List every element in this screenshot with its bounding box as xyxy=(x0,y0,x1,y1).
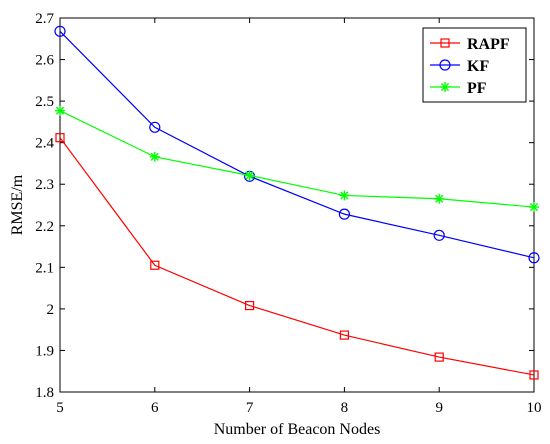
data-point-kf xyxy=(528,252,540,264)
y-tick-label: 1.9 xyxy=(35,343,54,359)
legend-label-kf: KF xyxy=(467,58,489,75)
y-tick-label: 2.6 xyxy=(35,53,54,69)
legend-label-rapf: RAPF xyxy=(467,36,510,53)
data-point-pf-stroke xyxy=(150,152,159,161)
data-point-pf-stroke xyxy=(245,171,254,180)
y-tick-label: 2.7 xyxy=(35,11,54,27)
data-point-rapf xyxy=(434,352,444,362)
x-tick-label: 9 xyxy=(435,400,443,416)
legend-marker-kf xyxy=(439,59,451,71)
y-tick-label: 2 xyxy=(47,302,55,318)
series-rapf xyxy=(55,133,539,380)
data-point-pf xyxy=(149,151,160,162)
series-pf xyxy=(55,105,539,213)
legend-marker-pf xyxy=(440,82,450,92)
axis-ticks: 5 6 7 8 9 10 1.8 1.9 2 2.1 2.2 2.3 2.4 2.5 2.6 2.7 xyxy=(35,11,541,416)
data-point-pf-stroke xyxy=(340,191,349,200)
data-point-pf-stroke xyxy=(529,202,539,212)
data-point-kf xyxy=(338,208,350,220)
legend-item-pf: PF xyxy=(430,80,487,97)
data-point-pf xyxy=(529,202,539,213)
data-point-rapf xyxy=(339,330,349,340)
y-axis-label: RMSE/m xyxy=(9,174,26,235)
x-tick-label: 5 xyxy=(56,400,64,416)
y-tick-label: 2.5 xyxy=(35,94,54,110)
data-point-kf xyxy=(433,229,445,241)
legend-item-rapf: RAPF xyxy=(430,36,510,53)
x-tick-label: 6 xyxy=(151,400,159,416)
x-tick-label: 7 xyxy=(246,400,254,416)
legend: RAPF KF PF xyxy=(422,27,527,103)
legend-marker-rapf xyxy=(440,38,450,48)
data-point-pf xyxy=(434,193,445,204)
series-layer xyxy=(54,25,540,380)
legend-item-kf: KF xyxy=(430,58,489,75)
legend-label-pf: PF xyxy=(467,80,487,97)
series-line-rapf xyxy=(59,137,535,376)
y-tick-label: 1.8 xyxy=(35,385,54,401)
x-axis-label: Number of Beacon Nodes xyxy=(214,421,381,438)
data-point-rapf xyxy=(245,300,255,311)
y-tick-label: 2.1 xyxy=(35,260,54,276)
x-tick-label: 10 xyxy=(527,400,542,416)
data-point-pf-stroke xyxy=(435,194,444,203)
data-point-kf xyxy=(149,121,161,133)
data-point-pf xyxy=(244,170,255,181)
x-tick-label: 8 xyxy=(341,400,349,416)
legend-marker-pf-stroke xyxy=(440,82,450,92)
data-point-rapf xyxy=(55,133,65,143)
data-point-pf-stroke xyxy=(55,106,65,115)
series-line-kf xyxy=(59,30,535,259)
series-line-pf xyxy=(59,110,535,208)
data-point-rapf xyxy=(529,370,539,380)
data-point-pf xyxy=(339,190,350,201)
data-point-pf xyxy=(55,105,65,116)
data-point-kf xyxy=(54,25,66,37)
y-tick-label: 2.4 xyxy=(35,136,54,152)
y-tick-label: 2.2 xyxy=(35,219,54,235)
data-point-rapf xyxy=(150,260,160,270)
y-tick-label: 2.3 xyxy=(35,177,54,193)
